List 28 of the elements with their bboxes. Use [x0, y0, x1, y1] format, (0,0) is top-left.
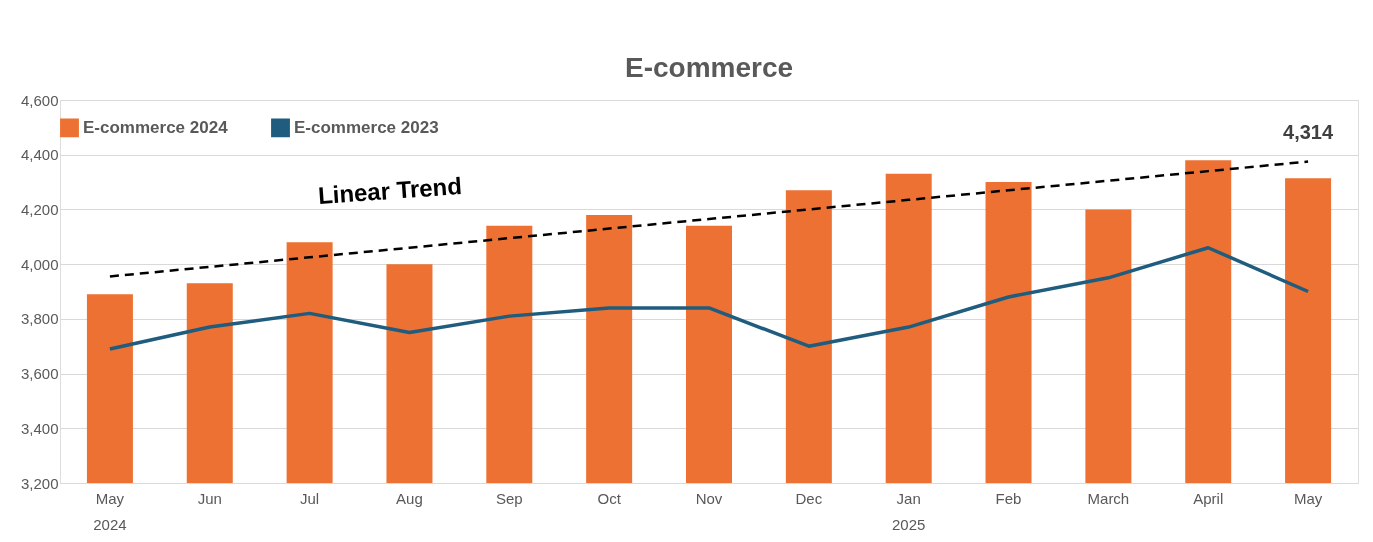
y-tick-label: 4,000	[20, 255, 59, 273]
y-tick-label: 3,800	[20, 310, 59, 328]
y-tick-label: 3,200	[20, 474, 59, 492]
x-tick-label: May	[1293, 489, 1323, 507]
y-tick-label: 4,200	[20, 200, 59, 218]
x-tick-label: Jun	[197, 489, 222, 507]
y-tick-label: 3,600	[20, 365, 59, 383]
x-tick-label: Aug	[396, 489, 423, 507]
x-tick-label: Feb	[995, 489, 1022, 507]
data-label: 4,314	[1283, 121, 1334, 144]
legend-label: E-commerce 2023	[294, 117, 439, 137]
x-tick-label: Oct	[597, 489, 622, 507]
y-tick-label: 4,400	[20, 146, 59, 164]
x-tick-label: Sep	[495, 489, 523, 507]
y-tick-label: 3,400	[20, 419, 59, 437]
chart-title: E-commerce	[624, 52, 794, 83]
line-series	[108, 245, 1310, 351]
x-tick-label: Nov	[695, 489, 723, 507]
annotation: Linear Trend	[317, 172, 463, 209]
line-series	[108, 160, 1310, 278]
x-tick-label: Jul	[300, 489, 320, 507]
x-tick-label: Dec	[795, 489, 823, 507]
y-tick-label: 4,600	[20, 91, 59, 109]
x-tick-label: May 2024	[93, 489, 127, 533]
x-tick-label: Jan 2025	[892, 489, 926, 533]
legend-label: E-commerce 2024	[83, 117, 229, 137]
x-tick-label: April	[1193, 489, 1224, 507]
x-tick-label: March	[1087, 489, 1130, 507]
